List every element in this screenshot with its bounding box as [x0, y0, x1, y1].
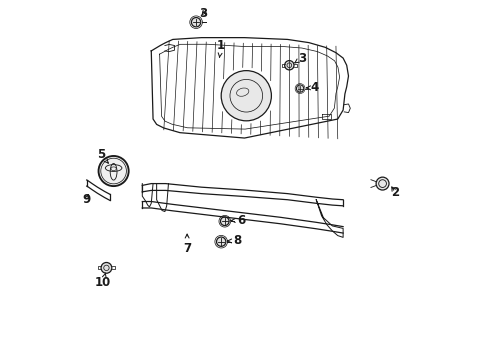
Text: 5: 5 — [97, 148, 108, 163]
Text: 3: 3 — [199, 7, 207, 20]
Circle shape — [99, 156, 128, 186]
Circle shape — [296, 85, 303, 92]
Circle shape — [375, 177, 388, 190]
Text: 10: 10 — [95, 273, 111, 289]
Circle shape — [284, 60, 293, 70]
Circle shape — [191, 18, 201, 27]
Circle shape — [101, 262, 112, 273]
Text: 4: 4 — [306, 81, 318, 94]
Text: 6: 6 — [230, 214, 244, 227]
Text: 7: 7 — [183, 234, 191, 255]
Circle shape — [221, 71, 271, 121]
Text: 1: 1 — [217, 39, 225, 58]
Circle shape — [216, 237, 225, 246]
Text: 8: 8 — [227, 234, 241, 247]
Text: 9: 9 — [82, 193, 91, 206]
Circle shape — [220, 217, 228, 226]
Text: 3: 3 — [294, 51, 305, 64]
Text: 2: 2 — [390, 186, 398, 199]
